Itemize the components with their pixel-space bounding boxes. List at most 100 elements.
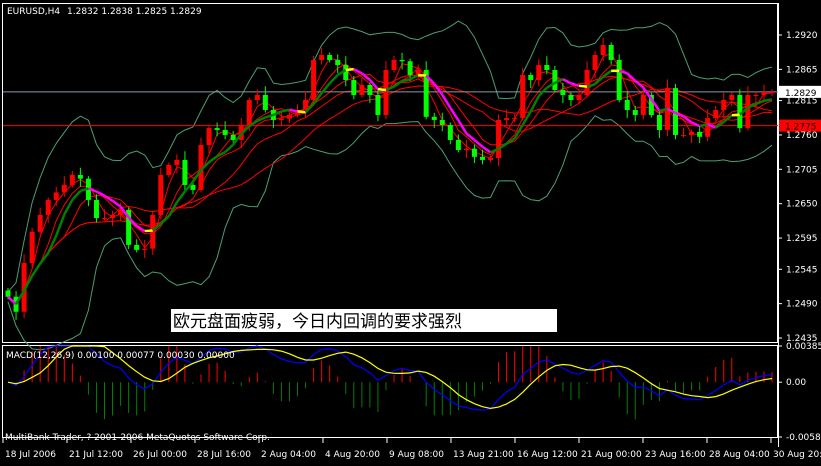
bull-candle [392,60,397,70]
bear-candle [633,110,638,115]
time-tick-label: 9 Aug 08:00 [389,450,444,460]
bear-candle [367,85,372,95]
bear-candle [263,95,268,110]
bull-candle [174,160,179,165]
bull-candle [641,95,646,115]
bear-candle [617,60,622,100]
bear-candle [448,125,453,140]
bear-candle [6,291,11,297]
macd-tick-label: 0.00385 [786,342,821,352]
bull-candle [729,95,734,100]
bull-candle [247,100,252,125]
copyright-text: MultiBank Trader, ? 2001-2006 MetaQuotes… [5,433,270,443]
time-tick-label: 30 Aug 20:00 [773,450,821,460]
bear-candle [657,115,662,130]
bull-candle [593,55,598,70]
time-tick-label: 28 Jul 16:00 [197,450,251,460]
bull-candle [279,119,284,120]
trend-ma-segment [579,86,587,87]
bull-candle [287,115,292,119]
trend-ma-segment [378,89,386,90]
bull-candle [681,135,686,136]
chart-header-ohlc: 1.2832 1.2838 1.2825 1.2829 [67,7,202,17]
time-tick-label: 2 Aug 04:00 [261,450,316,460]
macd-label: MACD(12,26,9) 0.00100 0.00077 0.00030 0.… [6,351,235,361]
bull-candle [689,132,694,135]
trend-ma-segment [298,111,306,112]
bear-candle [544,65,549,70]
bear-candle [223,130,228,135]
bull-candle [102,218,107,219]
bear-candle [400,60,405,61]
bull-candle [303,100,308,110]
price-tick-label: 1.2705 [786,165,818,175]
time-tick-label: 28 Aug 04:00 [709,450,770,460]
bear-candle [351,80,356,95]
bear-candle [375,95,380,115]
bull-candle [721,100,726,110]
bear-candle [215,128,220,130]
bull-candle [30,232,35,263]
bear-candle [335,60,340,65]
macd-tick-label: -0.00583 [786,433,821,443]
bear-candle [408,61,413,75]
bear-candle [560,90,565,95]
bull-candle [576,95,581,100]
bull-candle [38,215,43,232]
bear-candle [134,245,139,250]
bull-candle [359,85,364,95]
bear-candle [568,95,573,100]
bear-candle [697,132,702,137]
price-tick-label: 1.2490 [786,300,818,310]
bull-candle [158,175,163,215]
time-tick-label: 4 Aug 20:00 [325,450,380,460]
bull-candle [713,110,718,118]
bull-candle [46,200,51,215]
bull-candle [705,118,710,137]
bull-candle [464,149,469,150]
time-tick-label: 18 Jul 2006 [5,450,56,460]
level-price-label: 1.2775 [785,123,817,133]
bull-candle [166,165,171,175]
price-tick-label: 1.2865 [786,65,818,75]
trend-ma-segment [402,79,410,81]
time-tick-label: 26 Jul 00:00 [133,450,187,460]
trend-ma-segment [145,231,153,232]
bull-candle [761,92,766,95]
bear-candle [480,157,485,160]
bear-candle [609,45,614,60]
bear-candle [231,135,236,140]
bull-candle [536,65,541,80]
bull-candle [110,215,115,218]
bear-candle [94,200,99,218]
bear-candle [625,100,630,110]
price-tick-label: 1.2545 [786,265,818,275]
bear-candle [552,70,557,90]
bear-candle [528,75,533,80]
bull-candle [142,249,147,250]
trend-ma-segment [281,110,289,112]
bull-candle [585,70,590,95]
price-tick-label: 1.2595 [786,234,818,244]
time-tick-label: 21 Jul 12:00 [69,450,123,460]
bear-candle [78,175,83,179]
trend-ma-segment [764,99,772,100]
bull-candle [520,75,525,118]
price-tick-label: 1.2650 [786,200,818,210]
bull-candle [319,55,324,60]
bear-candle [432,117,437,120]
bull-candle [383,70,388,115]
macd-tick-label: 0.00 [786,378,806,388]
bull-candle [70,175,75,185]
trend-ma-segment [732,115,740,116]
time-tick-label: 23 Aug 16:00 [645,450,706,460]
bull-candle [496,120,501,158]
bull-candle [311,60,316,100]
trend-ma-segment [289,110,297,112]
bear-candle [327,55,332,60]
time-tick-label: 21 Aug 00:00 [581,450,642,460]
price-tick-label: 1.2920 [786,31,818,41]
bull-candle [255,95,260,100]
bear-candle [456,140,461,150]
